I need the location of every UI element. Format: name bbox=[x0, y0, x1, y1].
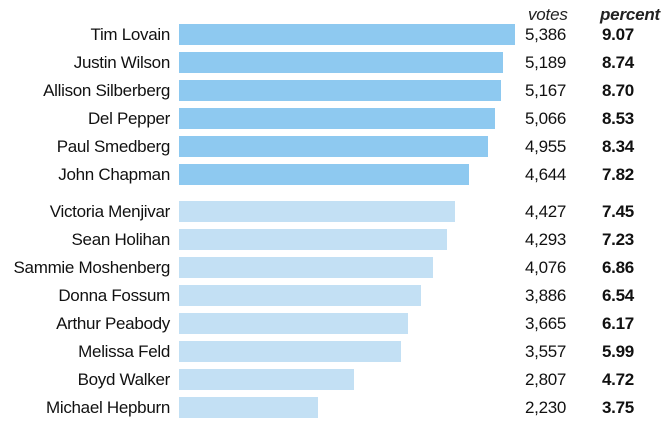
vote-bar bbox=[179, 24, 515, 45]
votes-value: 5,189 bbox=[525, 53, 567, 72]
percent-value: 8.70 bbox=[602, 81, 634, 100]
percent-value: 7.45 bbox=[602, 202, 634, 221]
percent-value: 9.07 bbox=[602, 25, 634, 44]
vote-bar bbox=[179, 80, 501, 101]
vote-bar bbox=[179, 397, 318, 418]
candidate-name: Michael Hepburn bbox=[45, 398, 170, 417]
votes-value: 5,386 bbox=[525, 25, 567, 44]
percent-value: 6.54 bbox=[602, 286, 634, 305]
votes-value: 4,644 bbox=[525, 165, 567, 184]
candidate-name: Donna Fossum bbox=[58, 286, 170, 305]
percent-column-header: percent bbox=[600, 5, 661, 24]
candidate-name: Sammie Moshenberg bbox=[13, 258, 171, 277]
percent-value: 5.99 bbox=[602, 342, 634, 361]
percent-value: 4.72 bbox=[602, 370, 634, 389]
candidate-name: Arthur Peabody bbox=[56, 314, 170, 333]
vote-bar bbox=[179, 257, 433, 278]
percent-value: 7.82 bbox=[602, 165, 634, 184]
candidate-name: Victoria Menjivar bbox=[49, 202, 171, 221]
vote-bar bbox=[179, 136, 488, 157]
vote-bar bbox=[179, 313, 408, 334]
vote-bar bbox=[179, 52, 503, 73]
vote-bar bbox=[179, 201, 455, 222]
percent-value: 7.23 bbox=[602, 230, 634, 249]
percent-value: 6.86 bbox=[602, 258, 634, 277]
percent-value: 6.17 bbox=[602, 314, 634, 333]
candidate-name: Del Pepper bbox=[87, 109, 170, 128]
candidate-name: Allison Silberberg bbox=[43, 81, 170, 100]
candidate-name: Paul Smedberg bbox=[56, 137, 171, 156]
candidate-name: Boyd Walker bbox=[77, 370, 171, 389]
percent-value: 8.74 bbox=[602, 53, 634, 72]
vote-bar bbox=[179, 229, 447, 250]
percent-value: 8.53 bbox=[602, 109, 634, 128]
percent-value: 8.34 bbox=[602, 137, 634, 156]
votes-value: 4,076 bbox=[525, 258, 567, 277]
votes-value: 2,230 bbox=[525, 398, 567, 417]
vote-bar bbox=[179, 369, 354, 390]
votes-value: 3,557 bbox=[525, 342, 567, 361]
vote-bar bbox=[179, 341, 401, 362]
votes-value: 5,066 bbox=[525, 109, 567, 128]
percent-value: 3.75 bbox=[602, 398, 634, 417]
vote-bar bbox=[179, 285, 421, 306]
votes-value: 2,807 bbox=[525, 370, 567, 389]
votes-value: 4,427 bbox=[525, 202, 567, 221]
candidate-name: Melissa Feld bbox=[78, 342, 170, 361]
candidate-name: Tim Lovain bbox=[90, 25, 170, 44]
votes-column-header: votes bbox=[528, 5, 568, 24]
vote-bar bbox=[179, 108, 495, 129]
votes-value: 4,955 bbox=[525, 137, 567, 156]
votes-value: 3,665 bbox=[525, 314, 567, 333]
votes-value: 4,293 bbox=[525, 230, 567, 249]
candidate-name: Sean Holihan bbox=[71, 230, 171, 249]
candidate-name: John Chapman bbox=[58, 165, 170, 184]
vote-bar bbox=[179, 164, 469, 185]
candidate-name: Justin Wilson bbox=[73, 53, 171, 72]
votes-value: 3,886 bbox=[525, 286, 567, 305]
votes-value: 5,167 bbox=[525, 81, 567, 100]
